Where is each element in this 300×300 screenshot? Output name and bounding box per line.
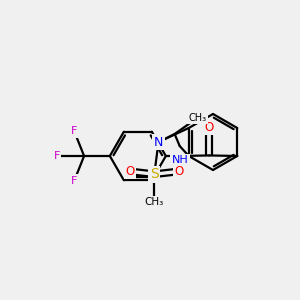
Text: F: F	[53, 151, 60, 161]
Text: N: N	[154, 136, 163, 148]
Text: F: F	[71, 176, 77, 186]
Text: O: O	[205, 121, 214, 134]
Text: S: S	[150, 167, 159, 181]
Text: CH₃: CH₃	[188, 113, 207, 123]
Text: O: O	[125, 165, 134, 178]
Text: O: O	[174, 165, 184, 178]
Text: CH₃: CH₃	[145, 197, 164, 207]
Text: F: F	[71, 126, 77, 136]
Text: NH: NH	[172, 155, 188, 165]
